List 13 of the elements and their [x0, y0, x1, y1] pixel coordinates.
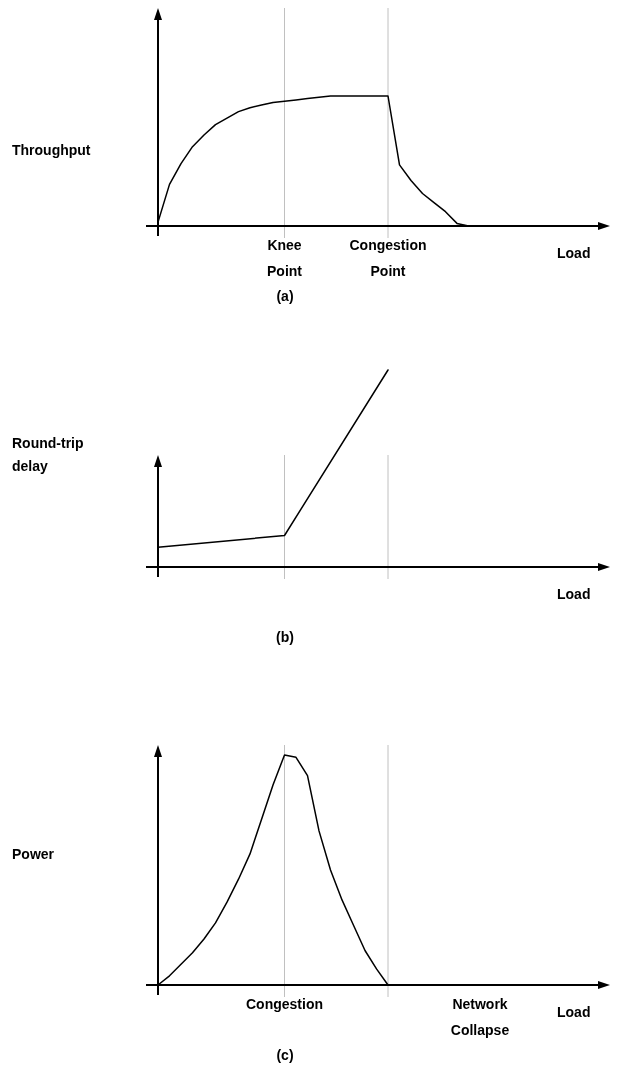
x-axis-title: Load — [557, 245, 591, 261]
y-axis-title: Throughput — [12, 141, 91, 158]
text: (b) — [276, 629, 294, 645]
y-axis-title: Round-trip delay — [12, 434, 84, 474]
x-tick-label: Network Collapse — [450, 996, 510, 1038]
x-tick-label: Congestion — [246, 996, 323, 1012]
text: (c) — [276, 1047, 294, 1063]
y-axis-title: Power — [12, 845, 55, 862]
x-tick-label: Knee Point — [267, 237, 303, 279]
x-axis-title: Load — [557, 586, 591, 602]
x-axis-title: Load — [557, 1004, 591, 1020]
text: (a) — [276, 288, 294, 304]
x-tick-label: Congestion Point — [349, 237, 427, 279]
